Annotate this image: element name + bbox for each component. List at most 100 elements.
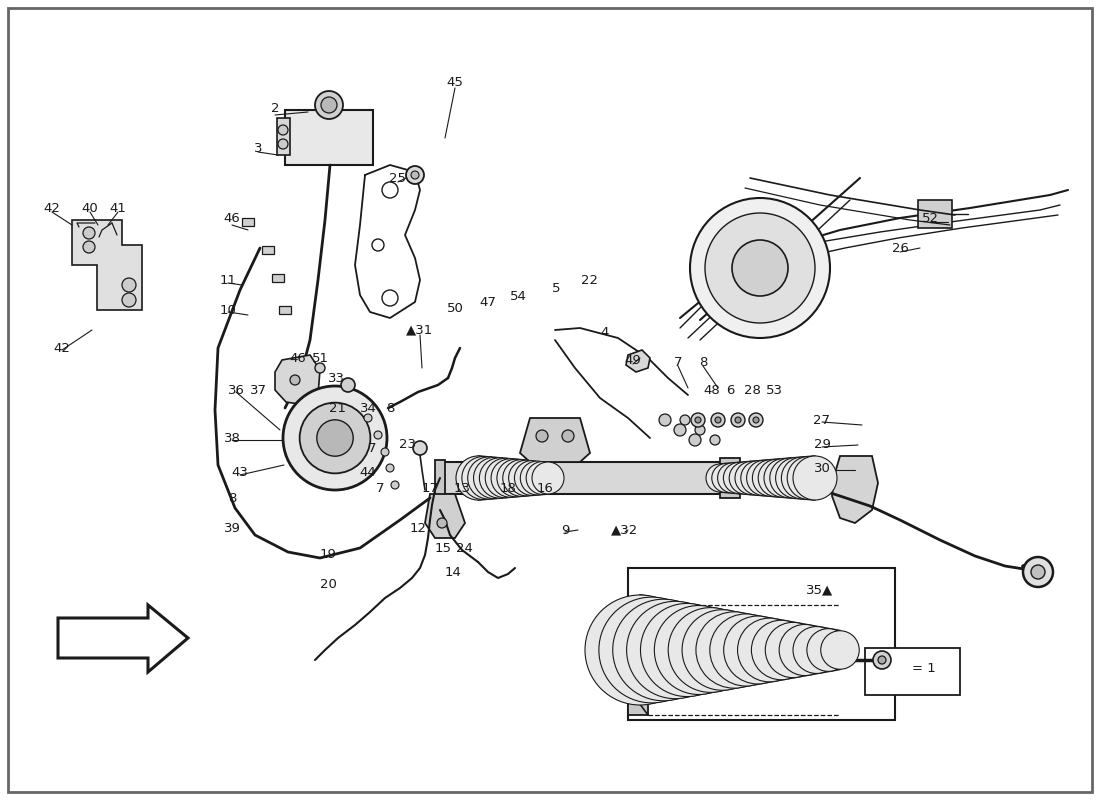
Circle shape <box>406 166 424 184</box>
Circle shape <box>82 227 95 239</box>
Polygon shape <box>72 220 142 310</box>
Text: 19: 19 <box>320 549 337 562</box>
Text: 35▲: 35▲ <box>806 583 834 597</box>
Circle shape <box>710 435 720 445</box>
Circle shape <box>737 618 801 682</box>
Polygon shape <box>832 456 878 523</box>
Circle shape <box>386 464 394 472</box>
Text: 24: 24 <box>455 542 472 554</box>
FancyBboxPatch shape <box>22 157 192 376</box>
Text: 50: 50 <box>447 302 463 314</box>
Text: 16: 16 <box>537 482 553 494</box>
Circle shape <box>752 460 789 496</box>
Bar <box>440 462 720 494</box>
Text: 7: 7 <box>376 482 384 494</box>
Circle shape <box>729 462 761 494</box>
Text: 15: 15 <box>434 542 451 554</box>
Circle shape <box>473 458 515 498</box>
Circle shape <box>315 91 343 119</box>
Circle shape <box>695 417 701 423</box>
Circle shape <box>1023 557 1053 587</box>
Text: 25: 25 <box>389 171 407 185</box>
Text: 33: 33 <box>328 371 344 385</box>
Circle shape <box>689 434 701 446</box>
Circle shape <box>321 97 337 113</box>
Text: 18: 18 <box>499 482 516 494</box>
Circle shape <box>278 125 288 135</box>
Polygon shape <box>275 355 320 405</box>
Text: 49: 49 <box>625 354 641 366</box>
Circle shape <box>712 463 741 493</box>
Text: 54: 54 <box>509 290 527 302</box>
Circle shape <box>532 462 564 494</box>
Text: 23: 23 <box>399 438 417 451</box>
Circle shape <box>536 430 548 442</box>
Circle shape <box>290 375 300 385</box>
FancyBboxPatch shape <box>658 45 1085 350</box>
Circle shape <box>526 462 559 494</box>
Polygon shape <box>277 118 290 155</box>
Bar <box>434 460 446 496</box>
Text: 4: 4 <box>601 326 609 338</box>
Circle shape <box>717 463 748 493</box>
Circle shape <box>705 213 815 323</box>
Circle shape <box>462 457 505 499</box>
Circle shape <box>696 612 772 688</box>
Text: 39: 39 <box>223 522 241 534</box>
Circle shape <box>724 462 755 494</box>
Polygon shape <box>58 605 188 672</box>
Text: 9: 9 <box>561 523 569 537</box>
Text: 26: 26 <box>892 242 909 254</box>
Text: 36: 36 <box>228 383 244 397</box>
Circle shape <box>878 656 886 664</box>
Bar <box>242 218 254 226</box>
Text: ▲32: ▲32 <box>612 523 639 537</box>
Text: 14: 14 <box>444 566 461 578</box>
Circle shape <box>491 458 529 498</box>
Circle shape <box>751 620 811 680</box>
Circle shape <box>508 460 544 496</box>
Text: 29: 29 <box>814 438 830 451</box>
Text: 6: 6 <box>726 383 734 397</box>
Circle shape <box>706 464 734 492</box>
Bar <box>720 458 740 498</box>
Circle shape <box>724 616 792 684</box>
Circle shape <box>776 458 816 498</box>
Circle shape <box>690 198 830 338</box>
Circle shape <box>740 461 776 495</box>
Text: 43: 43 <box>232 466 249 478</box>
Circle shape <box>382 182 398 198</box>
Circle shape <box>680 415 690 425</box>
Circle shape <box>412 441 427 455</box>
Polygon shape <box>425 494 465 538</box>
Circle shape <box>779 625 830 675</box>
Circle shape <box>711 413 725 427</box>
Circle shape <box>485 458 525 498</box>
Circle shape <box>122 293 136 307</box>
Circle shape <box>372 239 384 251</box>
Circle shape <box>82 241 95 253</box>
Text: 12: 12 <box>409 522 427 534</box>
Text: 47: 47 <box>480 295 496 309</box>
Circle shape <box>747 460 782 496</box>
Text: 7: 7 <box>673 355 682 369</box>
Circle shape <box>764 458 803 498</box>
Text: 34: 34 <box>360 402 376 414</box>
Circle shape <box>437 518 447 528</box>
Text: 13: 13 <box>453 482 471 494</box>
Text: 21: 21 <box>330 402 346 414</box>
Text: 8: 8 <box>228 491 236 505</box>
Circle shape <box>654 606 744 694</box>
Circle shape <box>341 378 355 392</box>
Bar <box>272 274 284 282</box>
Circle shape <box>1031 565 1045 579</box>
Circle shape <box>732 413 745 427</box>
Bar <box>865 648 960 695</box>
Text: 42: 42 <box>44 202 60 214</box>
Bar <box>628 605 648 715</box>
Circle shape <box>598 597 705 703</box>
Text: = 1: = 1 <box>912 662 936 674</box>
Text: 48: 48 <box>704 383 720 397</box>
Circle shape <box>695 425 705 435</box>
Circle shape <box>766 622 821 678</box>
